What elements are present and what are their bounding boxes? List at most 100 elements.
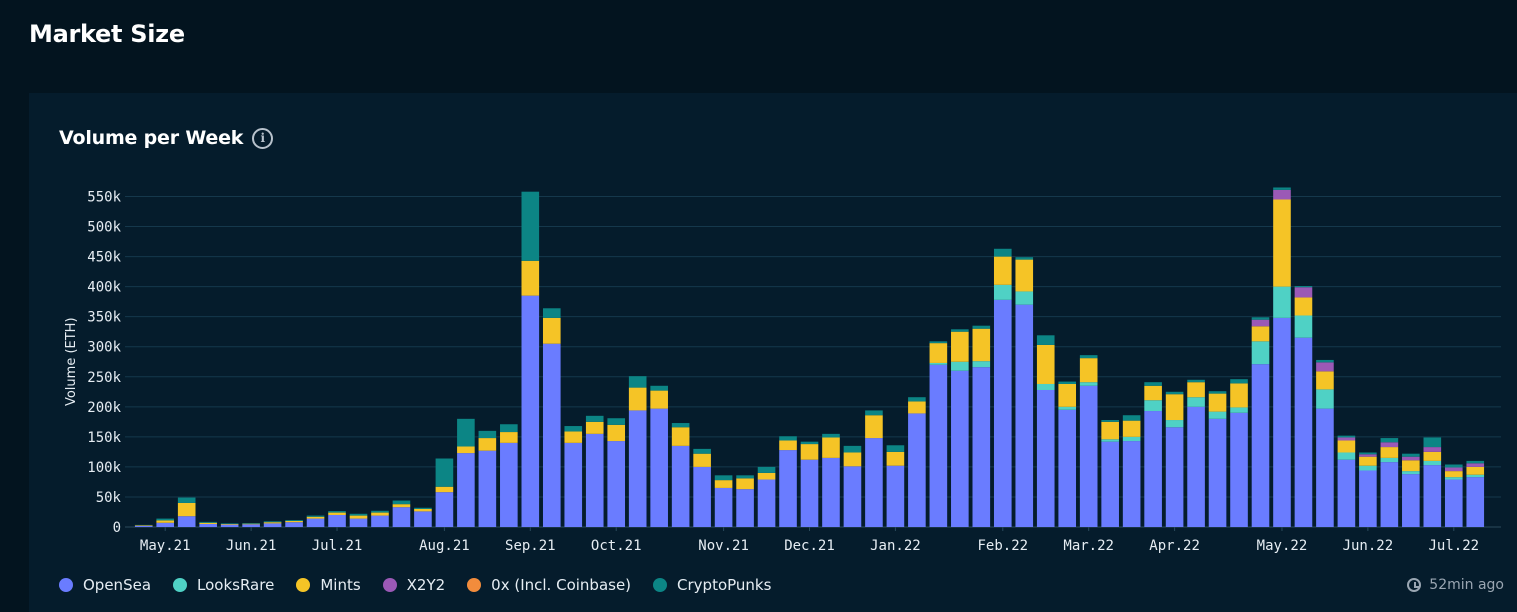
bar-segment[interactable] — [242, 523, 260, 524]
bar-segment[interactable] — [263, 521, 282, 523]
bar-segment[interactable] — [478, 438, 497, 451]
bar-segment[interactable] — [1337, 437, 1356, 441]
bar-segment[interactable] — [349, 518, 368, 527]
bar-segment[interactable] — [564, 442, 583, 527]
bar-segment[interactable] — [1165, 427, 1184, 527]
bar-segment[interactable] — [521, 260, 540, 296]
bar-segment[interactable] — [1144, 385, 1162, 401]
bar-segment[interactable] — [908, 397, 926, 402]
bar-segment[interactable] — [1165, 394, 1184, 421]
bar-segment[interactable] — [1251, 319, 1270, 327]
bar-segment[interactable] — [1359, 470, 1377, 527]
bar-segment[interactable] — [993, 256, 1012, 285]
bar-segment[interactable] — [199, 523, 217, 527]
bar-segment[interactable] — [285, 520, 303, 523]
bar-segment[interactable] — [972, 325, 991, 329]
bar-segment[interactable] — [714, 480, 733, 488]
legend-item[interactable]: CryptoPunks — [653, 576, 771, 594]
bar-segment[interactable] — [392, 507, 411, 527]
legend-item[interactable]: Mints — [296, 576, 361, 594]
bar-segment[interactable] — [1058, 381, 1077, 384]
bar-segment[interactable] — [1316, 408, 1334, 527]
bar-segment[interactable] — [714, 475, 733, 481]
bar-segment[interactable] — [371, 512, 389, 516]
bar-segment[interactable] — [1079, 355, 1098, 359]
bar-segment[interactable] — [1230, 412, 1248, 527]
bar-segment[interactable] — [220, 524, 239, 527]
bar-segment[interactable] — [263, 523, 282, 527]
bar-segment[interactable] — [349, 515, 368, 519]
bar-segment[interactable] — [843, 445, 862, 453]
info-icon[interactable]: i — [252, 127, 274, 149]
bar-segment[interactable] — [1402, 474, 1420, 527]
bar-segment[interactable] — [693, 448, 711, 454]
bar-segment[interactable] — [1294, 315, 1313, 338]
bar-segment[interactable] — [671, 423, 690, 428]
bar-segment[interactable] — [736, 489, 754, 527]
bar-segment[interactable] — [414, 508, 432, 512]
bar-segment[interactable] — [1423, 437, 1442, 448]
bar-segment[interactable] — [993, 284, 1012, 300]
bar-segment[interactable] — [650, 390, 668, 409]
bar-segment[interactable] — [500, 424, 518, 433]
bar-segment[interactable] — [1466, 477, 1485, 527]
bar-segment[interactable] — [693, 453, 711, 467]
bar-segment[interactable] — [714, 487, 733, 527]
bar-segment[interactable] — [1122, 441, 1141, 527]
bar-segment[interactable] — [1466, 463, 1485, 467]
bar-segment[interactable] — [1380, 447, 1399, 458]
bar-segment[interactable] — [1036, 389, 1055, 527]
bar-segment[interactable] — [1423, 460, 1442, 466]
bar-segment[interactable] — [1036, 344, 1055, 384]
bar-segment[interactable] — [1402, 456, 1420, 461]
bar-segment[interactable] — [1058, 383, 1077, 407]
bar-segment[interactable] — [1380, 457, 1399, 463]
bar-segment[interactable] — [1444, 479, 1463, 527]
bar-segment[interactable] — [929, 341, 948, 344]
bar-segment[interactable] — [156, 522, 175, 527]
bar-segment[interactable] — [972, 361, 991, 368]
bar-segment[interactable] — [800, 459, 819, 527]
bar-segment[interactable] — [628, 387, 647, 411]
bar-segment[interactable] — [1015, 259, 1034, 292]
bar-segment[interactable] — [607, 424, 626, 442]
bar-segment[interactable] — [1316, 371, 1334, 390]
bar-segment[interactable] — [1380, 438, 1399, 443]
bar-segment[interactable] — [779, 436, 797, 441]
bar-segment[interactable] — [1466, 474, 1485, 478]
bar-segment[interactable] — [349, 513, 368, 516]
bar-segment[interactable] — [478, 430, 497, 439]
legend-item[interactable]: OpenSea — [59, 576, 151, 594]
bar-segment[interactable] — [1208, 393, 1227, 412]
bar-segment[interactable] — [1208, 391, 1227, 394]
bar-segment[interactable] — [134, 525, 153, 527]
bar-segment[interactable] — [886, 451, 905, 466]
bar-segment[interactable] — [521, 191, 540, 261]
bar-segment[interactable] — [822, 457, 840, 527]
bar-segment[interactable] — [1230, 383, 1248, 408]
bar-segment[interactable] — [500, 442, 518, 527]
bar-segment[interactable] — [628, 410, 647, 527]
bar-segment[interactable] — [736, 478, 754, 490]
bar-segment[interactable] — [457, 418, 475, 447]
bar-segment[interactable] — [1380, 442, 1399, 448]
bar-segment[interactable] — [542, 343, 561, 527]
bar-segment[interactable] — [1122, 415, 1141, 421]
bar-segment[interactable] — [1015, 304, 1034, 527]
bar-segment[interactable] — [1316, 362, 1334, 372]
bar-segment[interactable] — [1273, 286, 1291, 318]
bar-segment[interactable] — [564, 431, 583, 443]
bar-segment[interactable] — [1423, 447, 1442, 452]
bar-segment[interactable] — [199, 521, 217, 523]
bar-segment[interactable] — [607, 441, 626, 527]
bar-segment[interactable] — [542, 308, 561, 318]
bar-segment[interactable] — [263, 522, 282, 524]
bar-segment[interactable] — [199, 522, 217, 524]
bar-segment[interactable] — [1101, 421, 1119, 440]
legend-item[interactable]: LooksRare — [173, 576, 274, 594]
bar-segment[interactable] — [1359, 454, 1377, 457]
bar-segment[interactable] — [156, 518, 175, 521]
bar-segment[interactable] — [671, 445, 690, 527]
bar-segment[interactable] — [693, 466, 711, 527]
bar-segment[interactable] — [929, 364, 948, 527]
